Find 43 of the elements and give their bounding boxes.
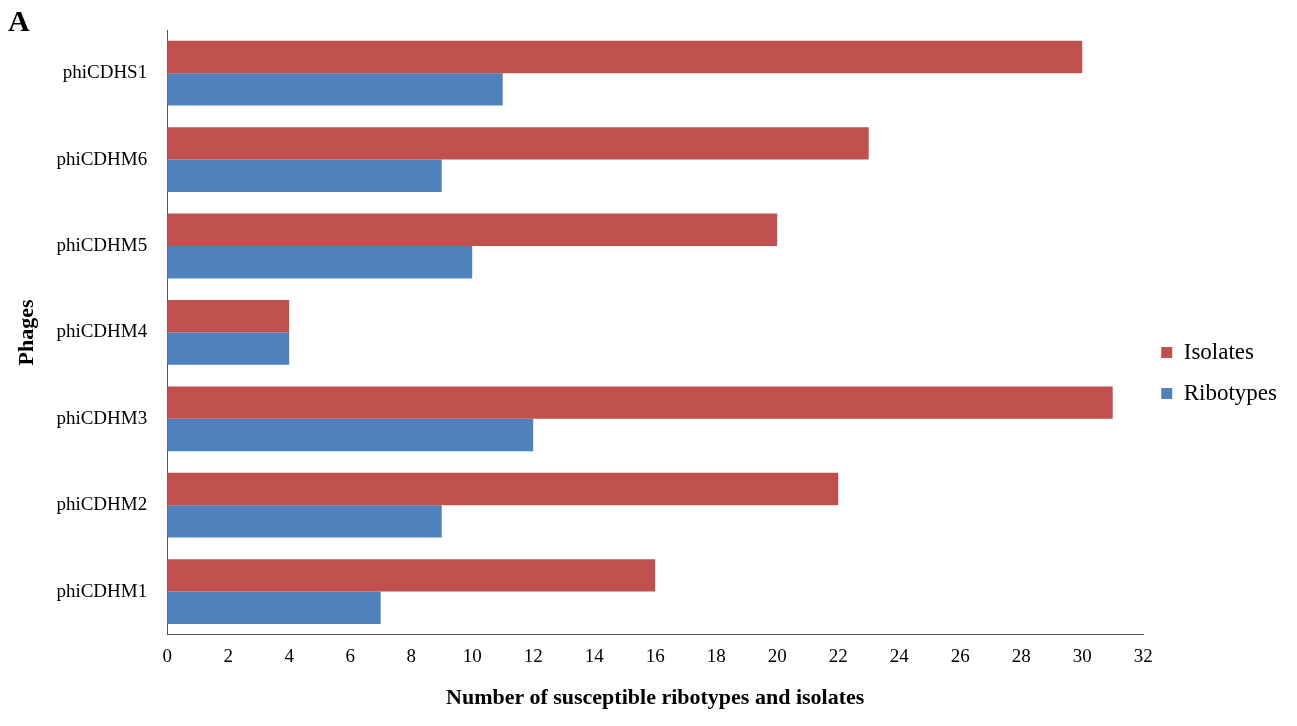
bar	[167, 332, 290, 365]
y-tick-label: phiCDHM2	[56, 493, 148, 515]
bar	[167, 213, 778, 246]
y-tick-label: phiCDHM6	[56, 147, 148, 169]
x-tick-label: 20	[767, 645, 787, 667]
x-axis-title: Number of susceptible ribotypes and isolates	[446, 684, 865, 710]
x-tick-label: 12	[523, 645, 543, 667]
bar	[167, 300, 290, 333]
y-tick-label: phiCDHM4	[56, 320, 148, 342]
x-tick-label: 16	[645, 645, 665, 667]
x-tick-label: 0	[162, 645, 172, 667]
bar	[167, 246, 473, 279]
bar	[167, 40, 1083, 74]
x-tick-label: 14	[584, 645, 605, 667]
legend-label: Isolates	[1183, 338, 1255, 364]
x-tick-label: 28	[1011, 645, 1031, 667]
y-tick-label: phiCDHS1	[62, 61, 148, 83]
x-tick-label: 30	[1072, 645, 1092, 667]
x-tick-label: 26	[950, 645, 970, 667]
bar	[167, 559, 656, 592]
legend-label: Ribotypes	[1183, 379, 1278, 405]
x-tick-label: 4	[284, 645, 295, 667]
x-tick-label: 18	[706, 645, 726, 667]
x-tick-label: 24	[889, 645, 910, 667]
y-tick-label: phiCDHM1	[56, 579, 148, 601]
bar	[167, 386, 1113, 419]
text: A	[8, 4, 30, 38]
x-tick-label: 8	[406, 645, 416, 667]
x-tick-label: 2	[223, 645, 233, 667]
x-tick-label: 6	[345, 645, 355, 667]
y-axis-title: Phages	[12, 298, 38, 366]
bar	[167, 418, 534, 452]
bar	[167, 591, 381, 624]
x-tick-label: 32	[1133, 645, 1153, 667]
x-tick-label: 22	[828, 645, 848, 667]
bar	[167, 505, 442, 538]
bar	[167, 127, 869, 160]
bar	[167, 73, 503, 106]
y-tick-label: phiCDHM3	[56, 406, 148, 428]
x-tick-label: 10	[462, 645, 482, 667]
y-tick-label: phiCDHM5	[56, 233, 148, 255]
bar	[167, 159, 442, 192]
bar	[167, 472, 839, 506]
